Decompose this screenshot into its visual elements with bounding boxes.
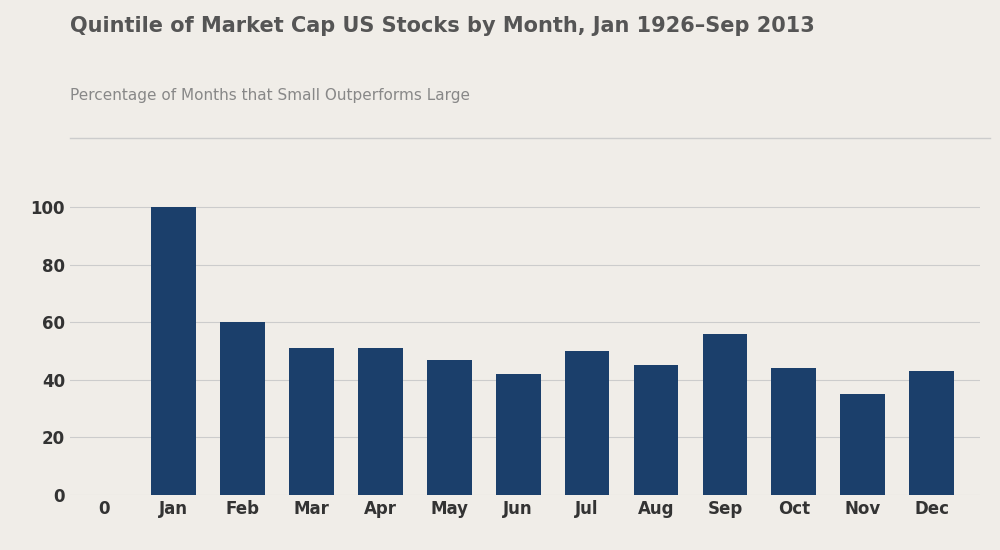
Bar — [840, 394, 885, 495]
Text: Percentage of Months that Small Outperforms Large: Percentage of Months that Small Outperfo… — [70, 88, 470, 103]
Bar — [220, 322, 265, 495]
Bar — [909, 371, 954, 495]
Bar — [565, 351, 609, 495]
Bar — [358, 348, 403, 495]
Bar — [703, 334, 747, 495]
Bar — [427, 360, 472, 495]
Bar — [771, 368, 816, 495]
Bar — [151, 207, 196, 495]
Text: Quintile of Market Cap US Stocks by Month, Jan 1926–Sep 2013: Quintile of Market Cap US Stocks by Mont… — [70, 16, 815, 36]
Bar — [634, 365, 678, 495]
Bar — [289, 348, 334, 495]
Bar — [496, 374, 541, 495]
